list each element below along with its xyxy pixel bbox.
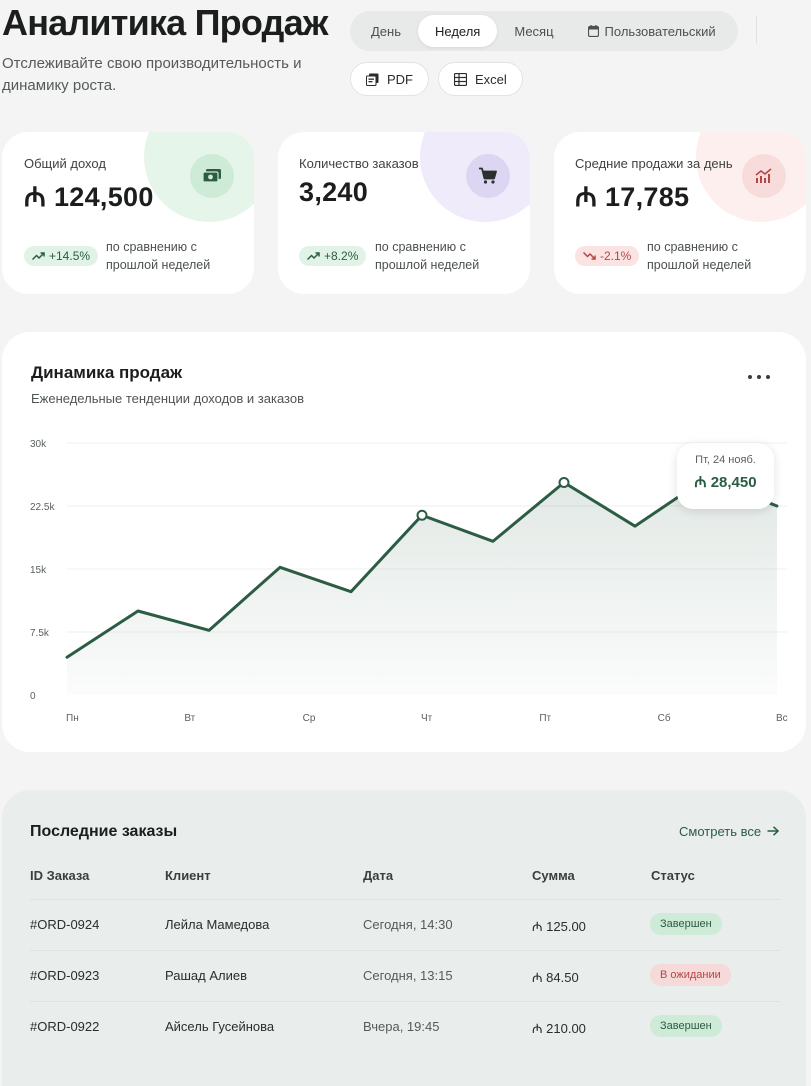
stat-card-revenue: Общий доход ₼ 124,500 +14.5% по сравнени… — [2, 132, 254, 294]
spreadsheet-icon — [454, 72, 467, 86]
sales-chart: 30k 22.5k 15k 7.5k 0 Пн Вт Ср Чт Пт Сб Вс — [30, 439, 788, 724]
trend-badge: +8.2% — [299, 246, 367, 266]
trend-badge: +14.5% — [24, 246, 99, 266]
column-header-id: ID Заказа — [30, 868, 90, 883]
order-id: #ORD-0924 — [30, 917, 100, 932]
chart-title: Динамика продаж — [31, 363, 183, 382]
tab-week[interactable]: Неделя — [418, 15, 498, 47]
row-divider — [30, 899, 780, 900]
trend-up-icon — [306, 249, 320, 263]
export-excel-button[interactable]: Excel — [438, 62, 523, 96]
pdf-icon — [366, 73, 379, 86]
order-amount: ₼ 84.50 — [532, 970, 579, 985]
y-tick-label: 22.5k — [30, 502, 55, 513]
chart-subtitle: Еженедельные тенденции доходов и заказов — [31, 391, 304, 406]
tab-custom-label: Пользовательский — [604, 23, 716, 39]
x-tick-label: Сб — [658, 712, 671, 724]
x-tick-label: Вс — [776, 713, 788, 724]
order-client: Айсель Гусейнова — [165, 1019, 275, 1034]
recent-orders-card: Последние заказы Смотреть все ID Заказа … — [2, 790, 806, 1086]
y-tick-label: 15k — [30, 565, 47, 576]
y-tick-label: 30k — [30, 439, 47, 450]
status-badge: В ожидании — [650, 964, 731, 986]
more-options-button[interactable] — [748, 370, 770, 384]
more-dot — [766, 375, 770, 379]
order-id: #ORD-0923 — [30, 968, 100, 983]
column-header-client: Клиент — [165, 868, 211, 883]
page-title: Аналитика Продаж — [2, 2, 328, 43]
trend-badge: -2.1% — [575, 246, 640, 266]
sales-chart-card: Динамика продаж Еженедельные тенденции д… — [2, 332, 806, 752]
y-tick-label: 7.5k — [30, 628, 50, 639]
stat-label: Количество заказов — [299, 156, 419, 171]
tooltip-value: ₼ 28,450 — [694, 474, 757, 491]
order-amount: ₼ 125.00 — [532, 919, 586, 934]
tooltip-date: Пт, 24 нояб. — [695, 454, 756, 466]
stat-value: ₼ 17,785 — [575, 182, 690, 212]
order-date: Сегодня, 13:15 — [363, 968, 453, 983]
money-icon — [190, 154, 234, 198]
export-pdf-button[interactable]: PDF — [350, 62, 429, 96]
export-pdf-label: PDF — [387, 71, 413, 87]
data-point-marker — [416, 509, 428, 521]
trend-value: +8.2% — [324, 249, 359, 263]
tab-custom[interactable]: Пользовательский — [571, 15, 733, 47]
view-all-label: Смотреть все — [679, 824, 762, 839]
row-divider — [30, 1001, 780, 1002]
header-divider — [756, 16, 757, 44]
table-row[interactable]: #ORD-0923 Рашад Алиев Сегодня, 13:15 ₼ 8… — [2, 951, 782, 1002]
stat-value: 3,240 — [299, 177, 369, 207]
period-switch: День Неделя Месяц Пользовательский — [350, 11, 738, 51]
trend-value: +14.5% — [49, 249, 91, 263]
calendar-icon — [587, 25, 599, 37]
column-header-status: Статус — [651, 868, 695, 883]
status-badge: Завершен — [650, 1015, 722, 1037]
x-tick-label: Чт — [421, 713, 433, 724]
stat-card-orders: Количество заказов 3,240 +8.2% по сравне… — [278, 132, 530, 294]
orders-title: Последние заказы — [30, 823, 178, 840]
tab-month[interactable]: Месяц — [514, 23, 554, 39]
data-point-marker — [558, 476, 570, 488]
trend-up-icon — [31, 249, 45, 263]
analytics-icon — [742, 154, 786, 198]
stat-card-avg-sales: Средние продажи за день ₼ 17,785 -2.1% п… — [554, 132, 806, 294]
order-id: #ORD-0922 — [30, 1019, 100, 1034]
more-dot — [757, 375, 761, 379]
x-tick-label: Пт — [539, 713, 551, 724]
status-badge: Завершен — [650, 913, 722, 935]
stat-value: ₼ 124,500 — [24, 182, 154, 212]
view-all-link[interactable]: Смотреть все — [679, 824, 780, 839]
chart-tooltip: Пт, 24 нояб. ₼ 28,450 — [677, 443, 774, 509]
order-date: Сегодня, 14:30 — [363, 917, 453, 932]
x-tick-label: Ср — [303, 713, 316, 724]
trend-value: -2.1% — [600, 249, 632, 263]
order-client: Лейла Мамедова — [165, 917, 270, 932]
series-area — [67, 478, 777, 695]
trend-note: по сравнению с прошлой неделей — [106, 240, 211, 272]
column-header-date: Дата — [363, 868, 394, 883]
tab-day[interactable]: День — [371, 23, 401, 39]
stat-label: Средние продажи за день — [575, 156, 733, 171]
trend-note: по сравнению с прошлой неделей — [375, 240, 480, 272]
table-row[interactable]: #ORD-0922 Айсель Гусейнова Вчера, 19:45 … — [2, 1002, 782, 1053]
order-amount: ₼ 210.00 — [532, 1021, 586, 1036]
trend-note: по сравнению с прошлой неделей — [647, 240, 752, 272]
page-subtitle: Отслеживайте свою производительность и д… — [2, 55, 302, 94]
column-header-amount: Сумма — [532, 868, 575, 883]
table-row[interactable]: #ORD-0924 Лейла Мамедова Сегодня, 14:30 … — [2, 900, 782, 951]
order-client: Рашад Алиев — [165, 968, 247, 983]
cart-icon — [466, 154, 510, 198]
x-tick-label: Вт — [184, 713, 195, 724]
order-date: Вчера, 19:45 — [363, 1019, 440, 1034]
x-tick-label: Пн — [66, 713, 79, 724]
stat-label: Общий доход — [24, 156, 106, 171]
more-dot — [748, 375, 752, 379]
export-excel-label: Excel — [475, 71, 507, 87]
trend-down-icon — [582, 249, 596, 263]
arrow-right-icon — [767, 824, 780, 839]
y-tick-label: 0 — [30, 691, 36, 702]
row-divider — [30, 950, 780, 951]
